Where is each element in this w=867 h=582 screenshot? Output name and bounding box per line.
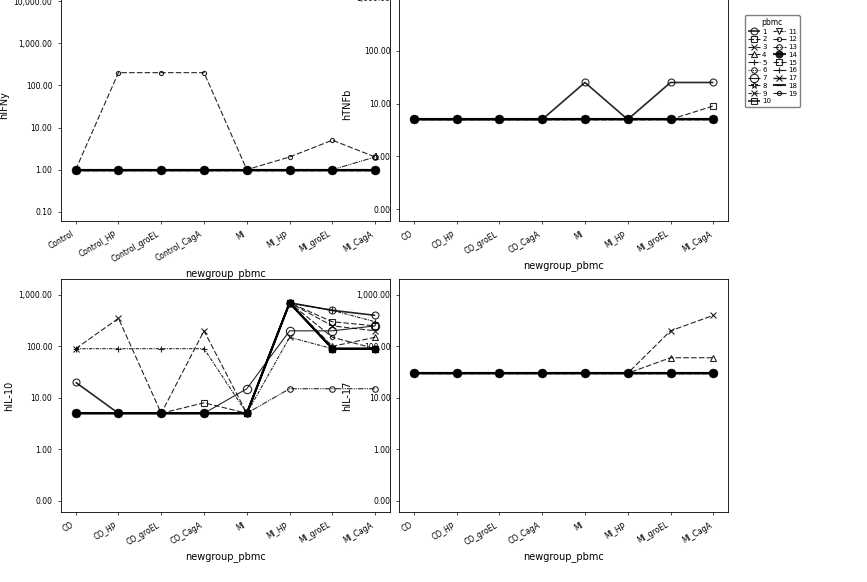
X-axis label: newgroup_pbmc: newgroup_pbmc (185, 551, 266, 562)
Y-axis label: hIL-10: hIL-10 (4, 381, 15, 411)
Y-axis label: hIL-17: hIL-17 (342, 381, 353, 411)
Legend: 1, 2, 3, 4, 5, 6, 7, 8, 9, 10, 11, 12, 13, 14, 15, 16, 17, 18, 19: 1, 2, 3, 4, 5, 6, 7, 8, 9, 10, 11, 12, 1… (745, 15, 799, 107)
X-axis label: newgroup_pbmc: newgroup_pbmc (523, 551, 604, 562)
Y-axis label: hTNFb: hTNFb (342, 89, 353, 120)
X-axis label: newgroup_pbmc: newgroup_pbmc (185, 268, 266, 279)
Y-axis label: hIFNy: hIFNy (0, 91, 10, 119)
X-axis label: newgroup_pbmc: newgroup_pbmc (523, 260, 604, 271)
